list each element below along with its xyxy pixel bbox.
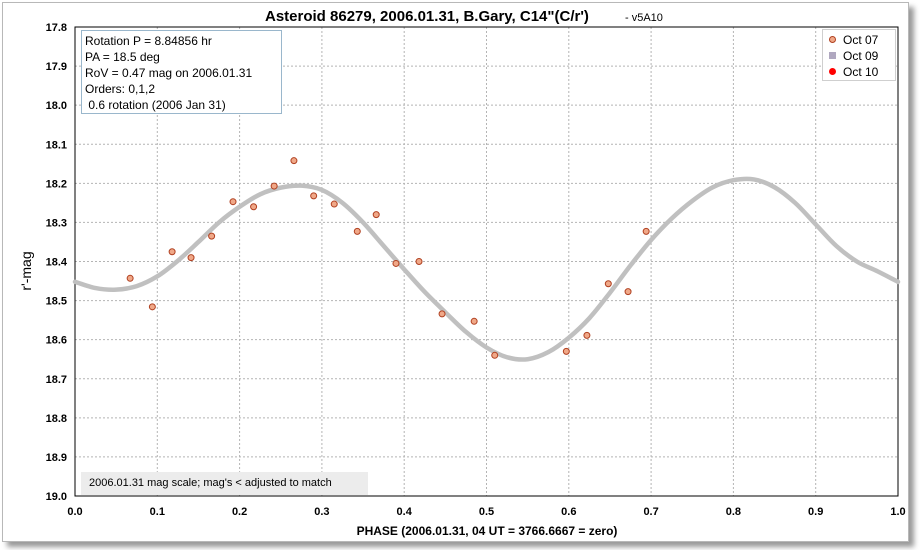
x-tick-label: 0.4 <box>397 506 413 518</box>
legend-marker-oct09 <box>829 52 836 59</box>
legend-marker-oct10 <box>829 68 836 75</box>
data-point <box>604 280 612 288</box>
x-tick-labels: 0.0 0.1 0.2 0.3 0.4 0.5 0.6 0.7 0.8 0.9 1.0 <box>67 506 905 518</box>
data-point <box>310 192 318 200</box>
data-point <box>392 259 400 267</box>
x-tick-label: 0.2 <box>232 506 247 518</box>
y-tick-label: 18.5 <box>46 296 67 308</box>
x-tick-label: 0.1 <box>150 506 165 518</box>
y-tick-label: 19.0 <box>46 491 67 503</box>
y-axis-title: r'-mag <box>18 251 34 290</box>
info-line-rov: RoV = 0.47 mag on 2006.01.31 <box>85 66 253 80</box>
chart-svg: Asteroid 86279, 2006.01.31, B.Gary, C14"… <box>18 8 906 538</box>
chart-title: Asteroid 86279, 2006.01.31, B.Gary, C14"… <box>265 8 589 25</box>
legend-item-oct10: Oct 10 <box>823 64 895 80</box>
y-tick-label: 18.3 <box>46 217 67 229</box>
data-point <box>168 248 176 256</box>
x-tick-label: 0.8 <box>726 506 741 518</box>
x-axis-title: PHASE (2006.01.31, 04 UT = 3766.6667 = z… <box>357 524 618 538</box>
x-tick-label: 0.3 <box>314 506 329 518</box>
data-point <box>562 347 570 355</box>
y-tick-label: 17.9 <box>46 61 67 73</box>
y-tick-label: 18.2 <box>46 178 67 190</box>
y-tick-label: 18.4 <box>46 257 68 269</box>
y-tick-label: 18.0 <box>46 100 67 112</box>
info-line-orders: Orders: 0,1,2 <box>85 82 156 96</box>
info-line-pa: PA = 18.5 deg <box>85 50 160 64</box>
y-tick-label: 17.8 <box>46 22 67 34</box>
data-point <box>642 227 650 235</box>
x-tick-label: 0.9 <box>808 506 823 518</box>
data-point <box>438 310 446 318</box>
fit-curve-layer <box>72 176 901 362</box>
note-box: 2006.01.31 mag scale; mag's < adjusted t… <box>81 472 368 495</box>
x-tick-label: 0.5 <box>479 506 494 518</box>
data-point <box>353 227 361 235</box>
legend-label-oct09: Oct 09 <box>843 49 879 63</box>
data-point <box>470 317 478 325</box>
data-points-layer <box>126 157 650 359</box>
y-tick-label: 18.8 <box>46 413 67 425</box>
x-tick-label: 0.7 <box>643 506 658 518</box>
legend: Oct 07 Oct 09 Oct 10 <box>822 29 896 81</box>
y-tick-label: 18.1 <box>46 139 67 151</box>
y-tick-label: 18.6 <box>46 335 67 347</box>
data-point <box>372 211 380 219</box>
data-point <box>270 182 278 190</box>
y-tick-labels: 17.8 17.9 18.0 18.1 18.2 18.3 18.4 18.5 18.6 18.7… <box>46 22 68 503</box>
legend-label-oct07: Oct 07 <box>843 33 879 47</box>
data-point <box>415 258 423 265</box>
data-point <box>229 198 237 206</box>
data-point <box>330 200 338 208</box>
info-line-rotation: Rotation P = 8.84856 hr <box>85 34 212 48</box>
x-tick-label: 0.0 <box>67 506 82 518</box>
data-point <box>290 157 298 165</box>
data-point <box>187 254 195 262</box>
x-tick-label: 1.0 <box>890 506 905 518</box>
plot-area <box>74 26 899 497</box>
chart-frame: Asteroid 86279, 2006.01.31, B.Gary, C14"… <box>2 2 909 542</box>
data-point <box>148 303 156 311</box>
data-point <box>126 274 134 282</box>
info-box: Rotation P = 8.84856 hr PA = 18.5 deg Ro… <box>81 30 282 114</box>
data-point <box>491 351 499 359</box>
legend-item-oct07: Oct 07 <box>823 32 895 48</box>
y-tick-label: 18.7 <box>46 374 67 386</box>
info-line-coverage: 0.6 rotation (2006 Jan 31) <box>85 98 226 112</box>
legend-marker-oct07 <box>829 36 836 43</box>
data-point <box>250 203 258 211</box>
data-point <box>583 331 591 339</box>
x-tick-label: 0.6 <box>561 506 576 518</box>
legend-label-oct10: Oct 10 <box>843 65 879 79</box>
data-point <box>624 288 632 296</box>
chart-subtitle: - v5A10 <box>625 12 663 24</box>
y-tick-label: 18.9 <box>46 452 67 464</box>
data-point <box>208 232 216 240</box>
legend-item-oct09: Oct 09 <box>823 48 895 64</box>
fit-curve <box>72 176 901 362</box>
